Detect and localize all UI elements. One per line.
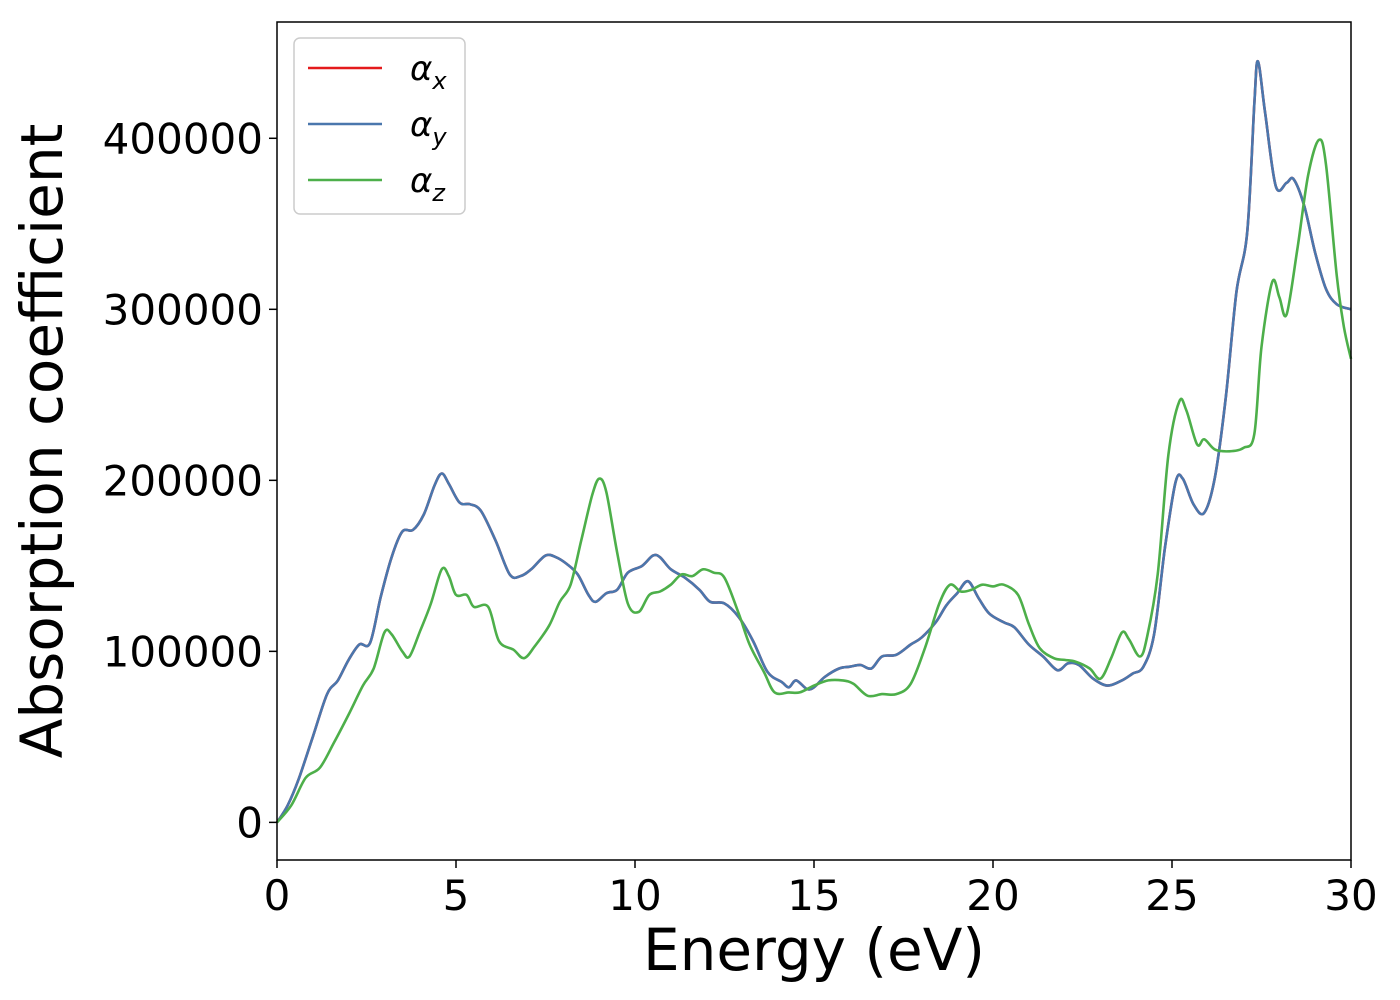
y-tick-label: 100000 — [103, 627, 263, 676]
legend-label-z: αz — [410, 161, 446, 207]
x-tick-label: 0 — [264, 871, 291, 920]
x-tick-label: 25 — [1145, 871, 1198, 920]
x-tick-label: 20 — [966, 871, 1019, 920]
x-axis-title: Energy (eV) — [643, 916, 985, 984]
legend-label-y: αy — [410, 105, 447, 151]
y-tick-label: 300000 — [103, 285, 263, 334]
x-tick-label: 15 — [787, 871, 840, 920]
series-line-y — [275, 59, 1352, 824]
series-layer — [275, 59, 1353, 824]
series-line-z — [275, 138, 1353, 824]
ticks-layer: 0 5 10 15 20 25 30 0 100000 200000 300000 400000 — [103, 114, 1378, 920]
legend-label-x: αx — [410, 49, 447, 95]
y-axis-title: Absorption coefficient — [8, 124, 76, 759]
x-tick-label: 5 — [443, 871, 470, 920]
y-tick-label: 400000 — [103, 114, 263, 163]
x-tick-label: 30 — [1324, 871, 1377, 920]
legend-box — [293, 37, 466, 215]
y-tick-label: 0 — [236, 798, 263, 847]
legend: αx αy αz — [293, 37, 466, 215]
x-tick-label: 10 — [608, 871, 661, 920]
y-tick-label: 200000 — [103, 456, 263, 505]
